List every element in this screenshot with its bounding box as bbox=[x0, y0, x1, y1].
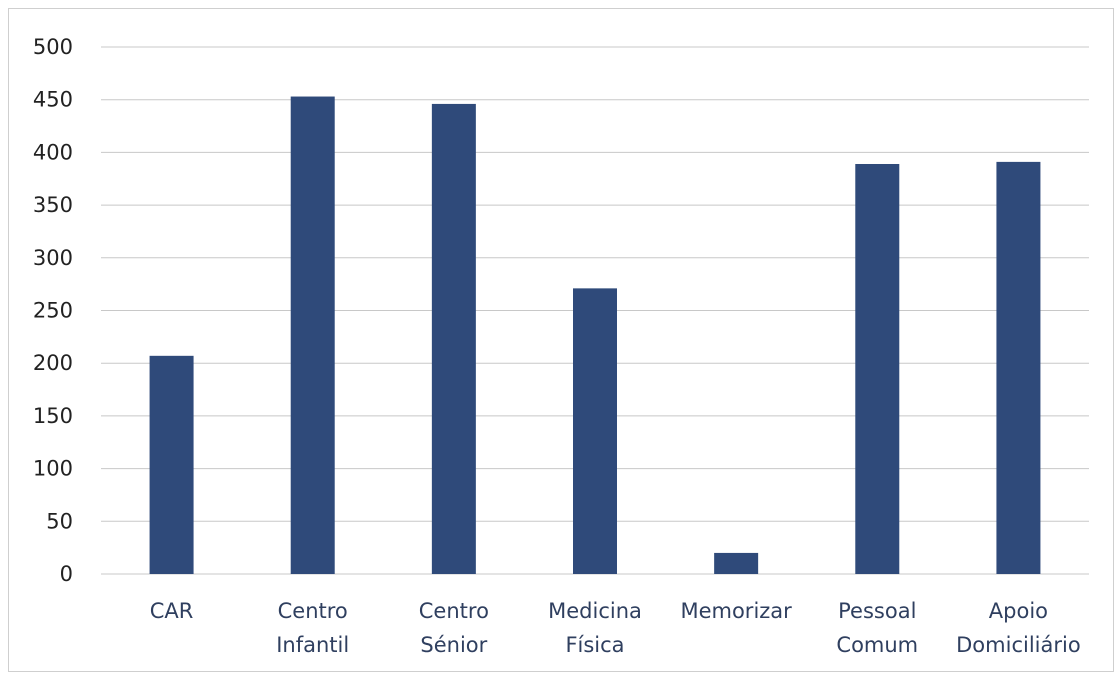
bar-pessoal-comum bbox=[855, 163, 900, 574]
bar-apoio-domiciliário bbox=[996, 161, 1041, 575]
y-axis: 0 50 100 150 200 250 300 350 400 450 500 bbox=[33, 35, 73, 586]
y-tick-label: 350 bbox=[33, 193, 73, 217]
y-tick-label: 200 bbox=[33, 351, 73, 375]
x-tick-label: Sénior bbox=[420, 633, 487, 657]
y-tick-label: 300 bbox=[33, 246, 73, 270]
y-tick-label: 100 bbox=[33, 457, 73, 481]
bar-car bbox=[149, 355, 194, 574]
y-tick-label: 500 bbox=[33, 35, 73, 59]
x-tick-label: Centro bbox=[419, 599, 489, 623]
x-tick-label: Apoio bbox=[989, 599, 1048, 623]
x-tick-label: CAR bbox=[150, 599, 194, 623]
x-tick-label: Infantil bbox=[276, 633, 349, 657]
bar-chart: 0 50 100 150 200 250 300 350 400 450 500 CAR Centro… bbox=[33, 35, 1089, 657]
x-tick-label: Medicina bbox=[548, 599, 642, 623]
x-axis: CAR Centro Infantil Centro Sénior Medicina Fís… bbox=[150, 599, 1081, 657]
y-tick-label: 50 bbox=[46, 509, 73, 533]
y-tick-label: 0 bbox=[60, 562, 73, 586]
x-tick-label: Domiciliário bbox=[956, 633, 1081, 657]
y-tick-label: 450 bbox=[33, 88, 73, 112]
bar-centro-sénior bbox=[431, 103, 476, 574]
x-tick-label: Centro bbox=[278, 599, 348, 623]
bar-centro-infantil bbox=[290, 96, 335, 575]
x-tick-label: Comum bbox=[836, 633, 918, 657]
y-tick-label: 150 bbox=[33, 404, 73, 428]
bar-memorizar bbox=[714, 552, 759, 574]
bars bbox=[149, 96, 1041, 575]
y-tick-label: 400 bbox=[33, 140, 73, 164]
x-tick-label: Pessoal bbox=[838, 599, 916, 623]
x-tick-label: Física bbox=[565, 633, 624, 657]
chart-frame: 0 50 100 150 200 250 300 350 400 450 500 CAR Centro… bbox=[8, 8, 1114, 672]
x-tick-label: Memorizar bbox=[680, 599, 792, 623]
y-tick-label: 250 bbox=[33, 299, 73, 323]
bar-medicina-física bbox=[573, 288, 617, 574]
